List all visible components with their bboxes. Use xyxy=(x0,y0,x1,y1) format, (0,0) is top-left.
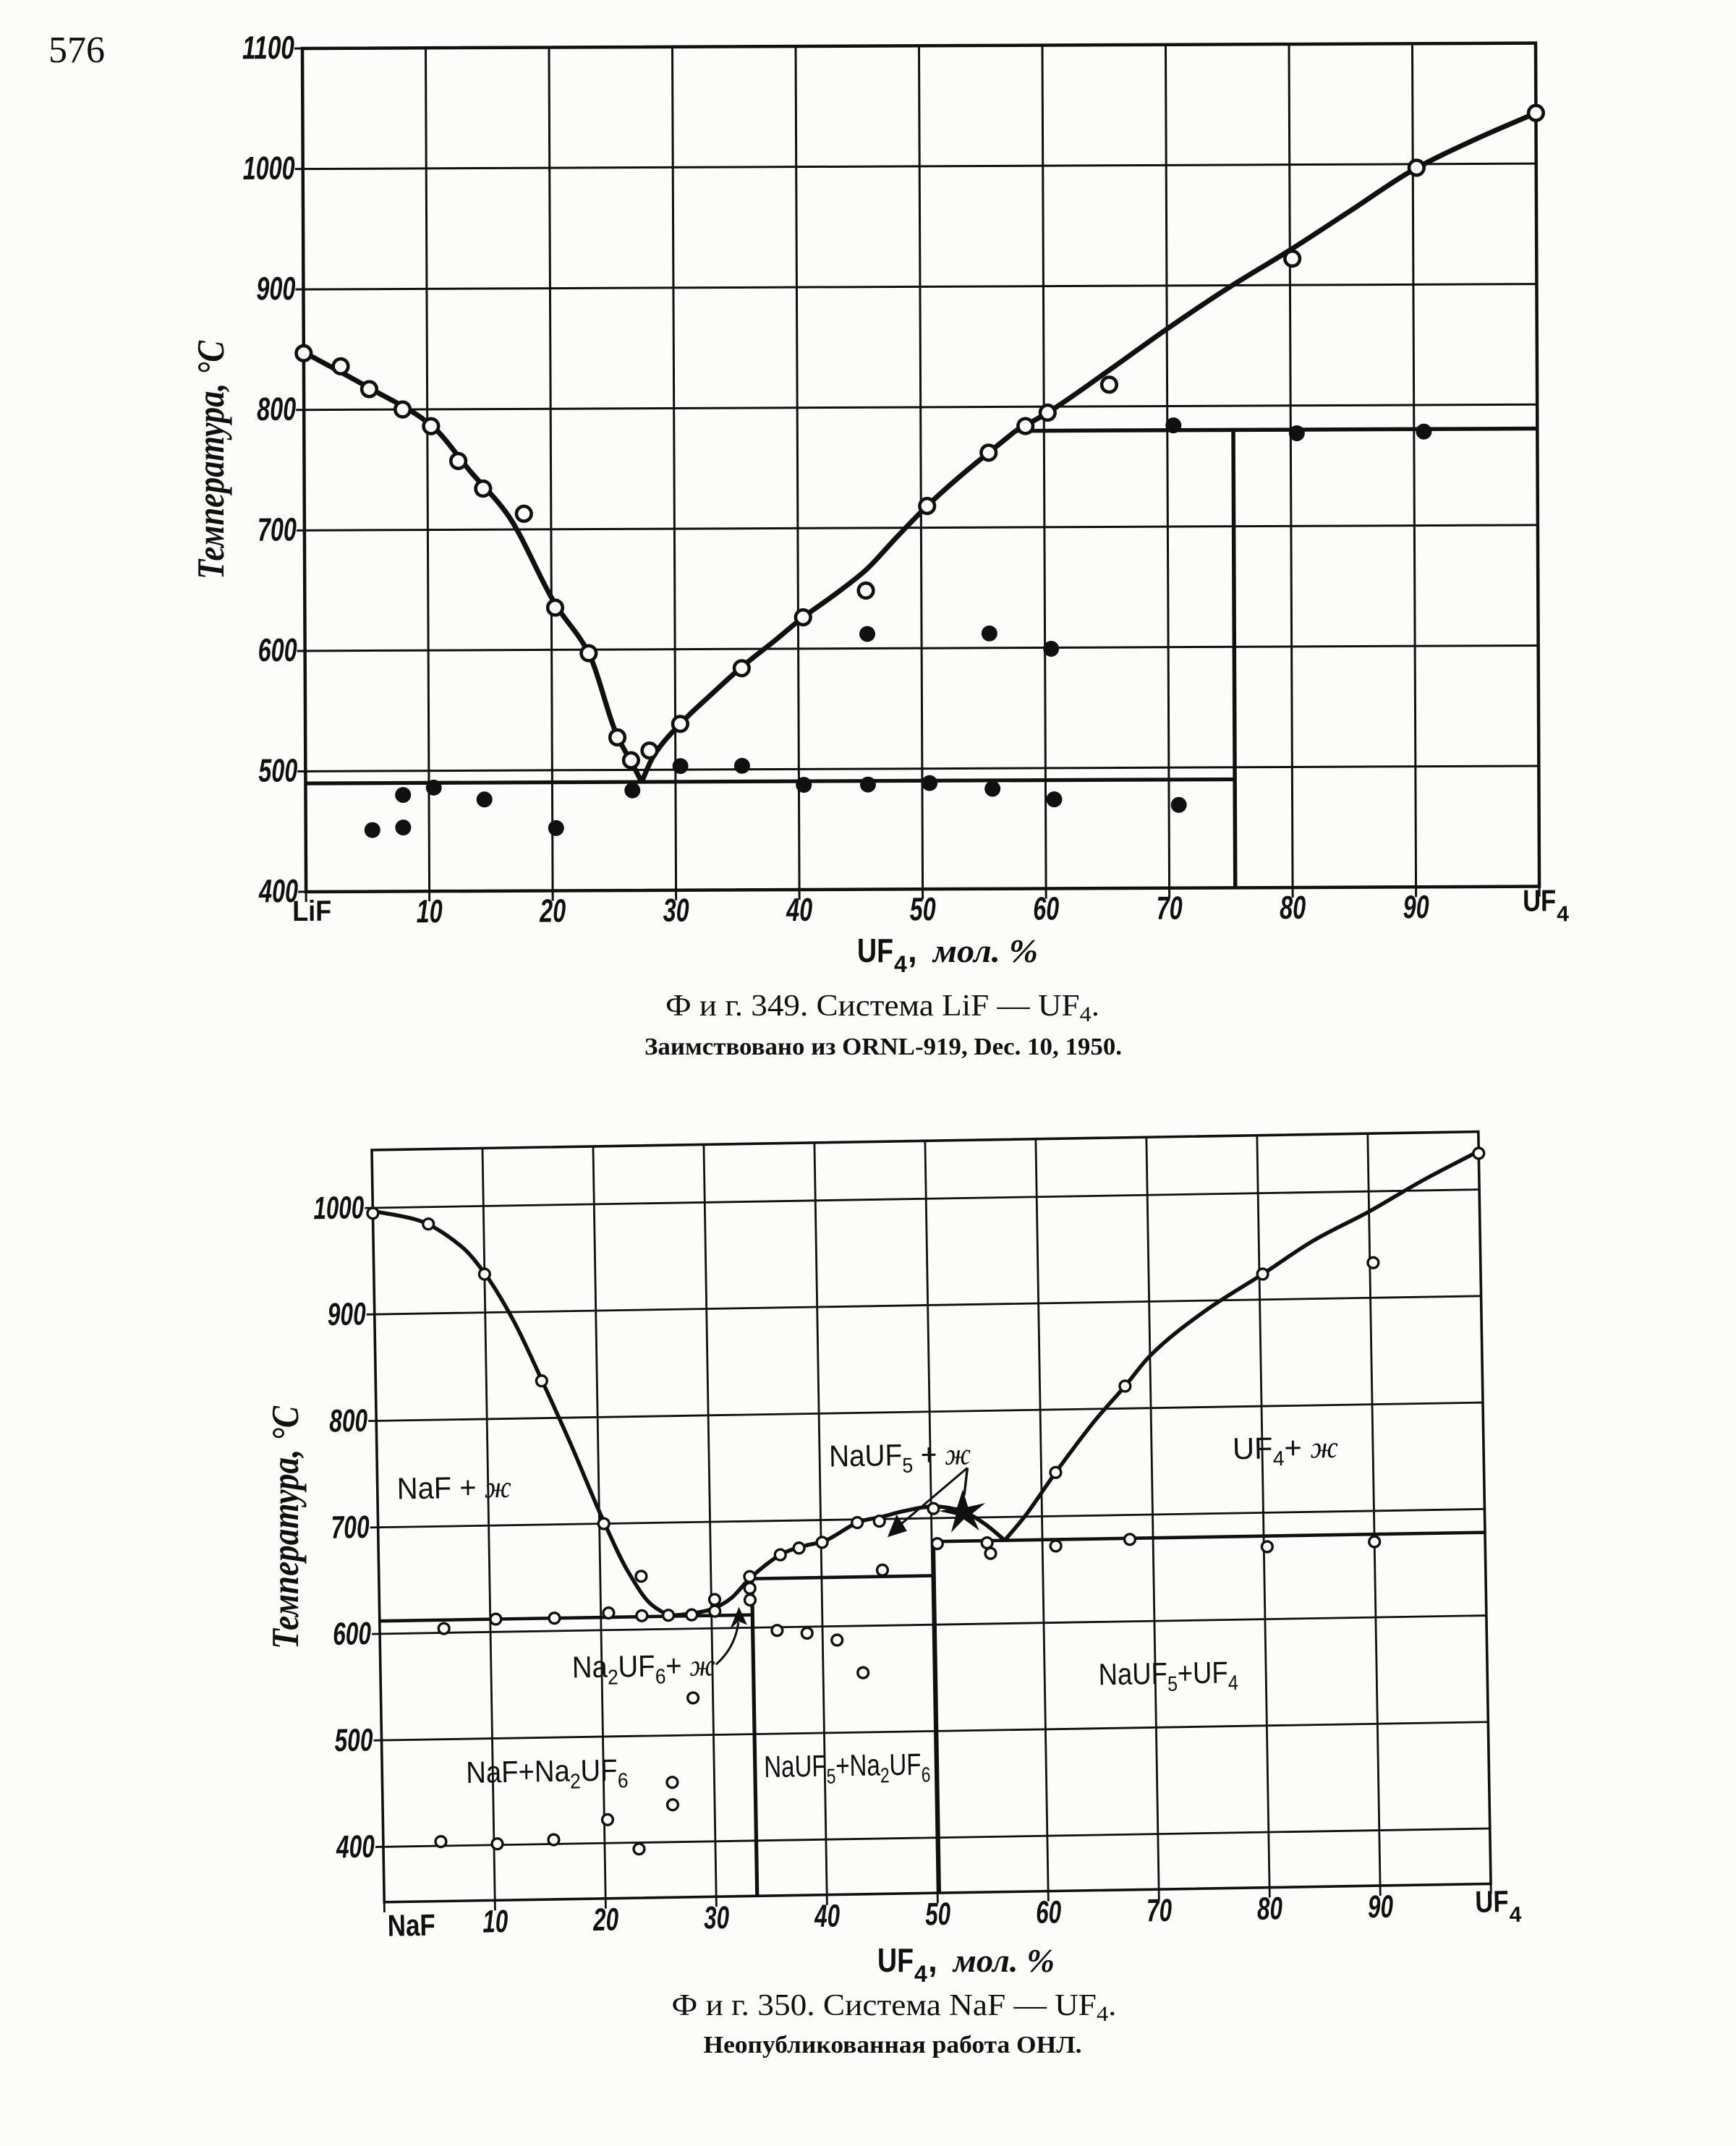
svg-text:400: 400 xyxy=(336,1829,375,1865)
svg-text:576: 576 xyxy=(48,30,105,71)
svg-text:UF4+ ж: UF4+ ж xyxy=(1233,1430,1339,1471)
svg-text:50: 50 xyxy=(925,1896,951,1933)
svg-text:400: 400 xyxy=(258,872,298,909)
svg-text:LiF: LiF xyxy=(292,895,331,927)
svg-text:UF: UF xyxy=(1475,1884,1509,1919)
svg-text:NaF: NaF xyxy=(387,1908,435,1943)
svg-text:40: 40 xyxy=(814,1898,841,1934)
svg-text:мол. %: мол. % xyxy=(932,932,1038,969)
svg-text:1100: 1100 xyxy=(242,29,294,66)
svg-text:50: 50 xyxy=(910,890,936,927)
svg-text:4: 4 xyxy=(1557,902,1569,926)
svg-text:90: 90 xyxy=(1368,1889,1394,1925)
svg-text:мол. %: мол. % xyxy=(952,1942,1055,1979)
svg-text:800: 800 xyxy=(257,391,296,427)
svg-text:70: 70 xyxy=(1146,1893,1173,1929)
svg-text:500: 500 xyxy=(258,751,297,788)
svg-text:1000: 1000 xyxy=(243,150,295,187)
svg-text:4: 4 xyxy=(1509,1903,1522,1927)
svg-text:UF: UF xyxy=(857,932,893,969)
svg-text:80: 80 xyxy=(1280,889,1306,926)
svg-text:20: 20 xyxy=(592,1902,619,1938)
svg-text:30: 30 xyxy=(663,892,689,929)
svg-text:700: 700 xyxy=(258,511,297,548)
svg-text:4: 4 xyxy=(914,1961,927,1987)
svg-text:NaUF5 + ж: NaUF5 + ж xyxy=(829,1436,971,1478)
svg-text:Ф и г. 350. Система NaF — UF4.: Ф и г. 350. Система NaF — UF 4. xyxy=(672,1989,1117,2026)
svg-text:700: 700 xyxy=(331,1510,370,1546)
svg-text:60: 60 xyxy=(1033,890,1059,927)
svg-text:NaUF5+UF4: NaUF5+UF4 xyxy=(1098,1655,1238,1697)
svg-text:4: 4 xyxy=(894,951,907,977)
svg-text:40: 40 xyxy=(786,891,812,928)
svg-text:NaF + ж: NaF + ж xyxy=(396,1470,511,1507)
svg-text:20: 20 xyxy=(539,892,566,929)
svg-text:60: 60 xyxy=(1036,1894,1062,1930)
svg-text:UF: UF xyxy=(877,1941,914,1979)
svg-text:,: , xyxy=(908,932,917,969)
svg-text:70: 70 xyxy=(1157,890,1183,927)
svg-text:Na2UF6+ ж: Na2UF6+ ж xyxy=(572,1648,716,1690)
svg-text:90: 90 xyxy=(1403,888,1429,925)
svg-text:,: , xyxy=(928,1941,937,1979)
svg-text:Температура, °С: Температура, °С xyxy=(190,340,232,579)
svg-text:600: 600 xyxy=(258,631,297,668)
svg-text:UF: UF xyxy=(1523,883,1556,917)
svg-text:10: 10 xyxy=(417,893,443,929)
svg-text:1000: 1000 xyxy=(313,1190,365,1226)
svg-text:Ф и г. 349. Система LiF — UF4.: Ф и г. 349. Система LiF — UF 4. xyxy=(665,989,1099,1026)
svg-text:900: 900 xyxy=(327,1296,366,1332)
svg-text:800: 800 xyxy=(329,1403,368,1439)
svg-text:Температура, °С: Температура, °С xyxy=(265,1405,307,1649)
svg-text:Неопубликованная работа ОНЛ.: Неопубликованная работа ОНЛ. xyxy=(704,2032,1082,2058)
svg-text:600: 600 xyxy=(333,1616,372,1652)
svg-text:Заимствовано из ORNL-919, Dec.: Заимствовано из ORNL-919, Dec. 10, 1950. xyxy=(644,1034,1122,1060)
svg-text:500: 500 xyxy=(334,1722,373,1758)
svg-text:900: 900 xyxy=(256,270,295,307)
svg-text:10: 10 xyxy=(482,1904,509,1940)
svg-text:80: 80 xyxy=(1257,1891,1283,1927)
svg-text:30: 30 xyxy=(704,1900,730,1936)
